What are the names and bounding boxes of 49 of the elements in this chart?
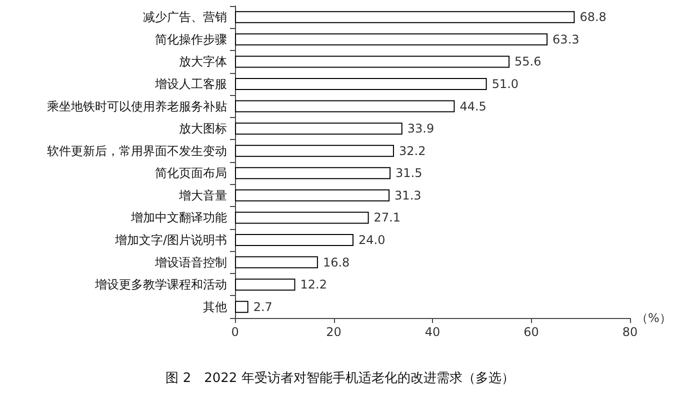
bar (235, 144, 394, 157)
text: 图 2 2022 年受访者对智能手机适老化的改进需求（多选） (166, 370, 514, 386)
x-tick-label: 0 (231, 325, 239, 339)
bar (235, 33, 548, 46)
x-tick-label: 60 (524, 325, 539, 339)
y-tick-label: 增设语音控制 (154, 255, 227, 270)
y-tick-label: 软件更新后，常用界面不发生变动 (47, 144, 227, 158)
y-tick-label: 增加中文翻译功能 (130, 210, 227, 225)
bar (235, 100, 455, 112)
data-label: 51.0 (492, 77, 519, 91)
y-tick-label: 简化页面布局 (155, 166, 227, 180)
data-label: 24.0 (358, 233, 386, 247)
data-label: 32.2 (398, 144, 426, 158)
bar (235, 234, 354, 246)
y-tick-label: 增加文字/图片说明书 (114, 233, 227, 247)
x-tick-label: 20 (326, 325, 342, 339)
data-label: 55.6 (514, 54, 542, 69)
data-label: 27.1 (374, 210, 401, 225)
bar (235, 122, 402, 135)
y-tick-label: 增大音量 (178, 188, 227, 202)
bar (235, 212, 369, 224)
y-tick-label: 放大字体 (179, 54, 227, 69)
y-tick-label: 乘坐地铁时可以使用养老服务补贴 (47, 99, 227, 114)
bar (235, 189, 390, 202)
bar (235, 78, 487, 90)
y-tick-label: 简化操作步骤 (155, 32, 227, 46)
data-label: 68.8 (580, 10, 606, 24)
y-tick-label: 增设更多教学课程和活动 (94, 278, 227, 292)
data-label: 31.3 (394, 188, 422, 202)
data-label: 16.8 (322, 255, 350, 270)
bar (235, 11, 575, 24)
data-label: 12.2 (300, 278, 327, 292)
y-tick-label: 减少广告、营销 (143, 10, 227, 24)
data-label: 63.3 (552, 32, 580, 46)
bar (235, 167, 391, 180)
y-tick-label: 增设人工客服 (154, 77, 227, 91)
x-axis-title: （%） (636, 311, 672, 325)
y-tick-label: 其他 (203, 300, 227, 314)
x-tick-label: 40 (424, 325, 440, 339)
data-label: 33.9 (407, 122, 434, 136)
y-tick-label: 放大图标 (179, 122, 227, 136)
bar (235, 300, 248, 313)
bar (235, 56, 510, 68)
bar (235, 256, 318, 268)
data-label: 44.5 (460, 99, 486, 114)
data-label: 31.5 (396, 166, 422, 180)
data-label: 2.7 (253, 300, 272, 314)
x-tick-label: 80 (622, 325, 638, 339)
bar (235, 278, 296, 291)
